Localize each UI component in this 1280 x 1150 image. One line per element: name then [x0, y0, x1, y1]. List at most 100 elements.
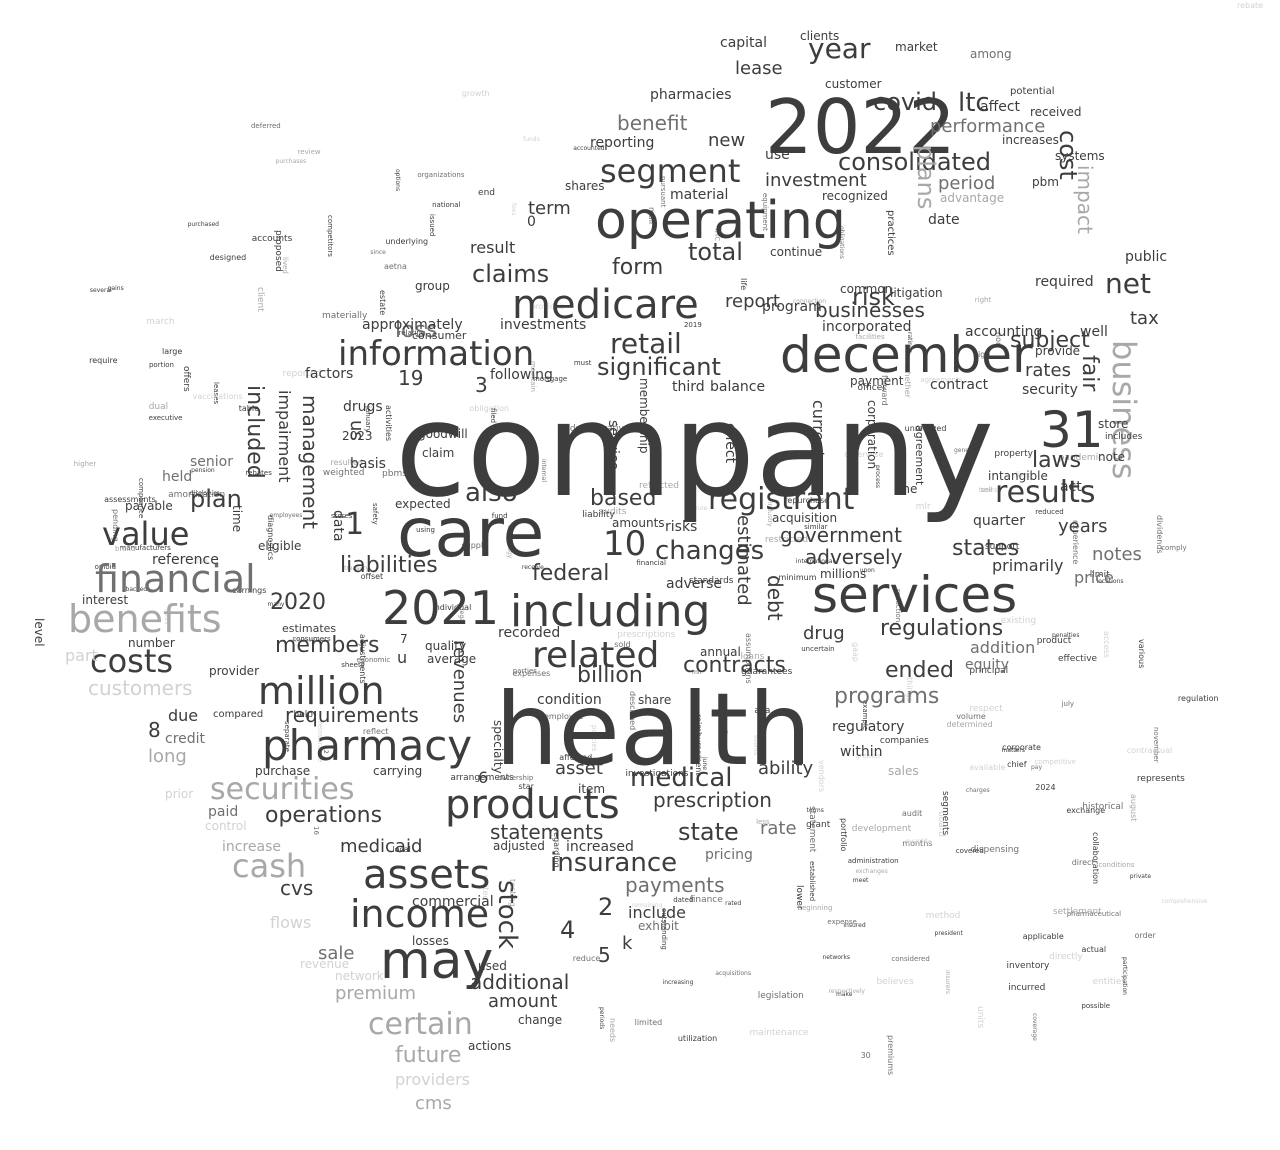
- word: acquisition: [772, 511, 838, 525]
- small-word: deferred: [250, 121, 281, 130]
- word: affect: [980, 99, 1021, 115]
- small-word: life: [738, 278, 748, 291]
- small-word: rule: [695, 504, 708, 512]
- word: actions: [468, 1039, 512, 1053]
- word: among: [970, 47, 1012, 61]
- word: due: [168, 706, 199, 725]
- word: practices: [885, 210, 896, 256]
- word: laws: [1032, 448, 1082, 473]
- small-word: consumers: [292, 635, 331, 644]
- word: goodwill: [418, 427, 468, 441]
- small-word: various: [1136, 639, 1146, 669]
- small-word: coverage: [1030, 1013, 1038, 1042]
- small-word: many: [267, 600, 285, 608]
- word: u: [397, 648, 408, 667]
- word: note: [1098, 450, 1126, 464]
- word: included: [242, 385, 267, 479]
- word: data: [330, 510, 346, 542]
- small-word: 2019: [683, 321, 702, 330]
- small-word: unrealized: [904, 424, 947, 434]
- small-word: respect: [969, 703, 1003, 714]
- small-word: manufacturers: [119, 543, 171, 552]
- small-word: expense: [827, 917, 857, 926]
- word: use: [765, 147, 790, 163]
- small-word: offers: [180, 366, 191, 392]
- word: membership: [637, 378, 651, 454]
- word: pricing: [705, 847, 753, 863]
- word: held: [162, 469, 193, 485]
- small-word: require: [89, 355, 118, 365]
- small-word: connection: [792, 298, 827, 306]
- word: expected: [395, 497, 451, 511]
- small-word: accounts: [251, 234, 293, 245]
- small-word: possible: [1081, 1001, 1111, 1010]
- word: primarily: [992, 556, 1064, 575]
- word: customer: [825, 77, 882, 91]
- small-word: loans: [740, 651, 765, 662]
- small-word: accounted: [573, 145, 605, 153]
- word: requirements: [285, 703, 419, 727]
- word: share: [638, 693, 672, 707]
- small-word: regulation: [1177, 694, 1219, 704]
- small-word: parties: [512, 666, 537, 675]
- small-word: taxes: [978, 486, 998, 495]
- word: adjusted: [493, 839, 545, 853]
- word: network: [335, 969, 384, 983]
- small-word: opioid: [94, 562, 117, 571]
- small-word: less: [756, 817, 770, 826]
- word: 31: [1040, 401, 1104, 459]
- word: service: [605, 420, 621, 471]
- word: including: [510, 586, 711, 637]
- word: results: [995, 475, 1096, 510]
- small-word: insured: [843, 922, 866, 930]
- word: carrying: [373, 764, 423, 778]
- small-word: utilization: [677, 1033, 718, 1043]
- word: shares: [565, 179, 605, 193]
- word: number: [128, 636, 175, 650]
- word: debt: [763, 575, 787, 621]
- small-word: reduced: [1035, 507, 1064, 516]
- small-word: applicable: [1022, 932, 1064, 942]
- word: advantage: [940, 191, 1005, 205]
- small-word: administration: [847, 856, 899, 865]
- small-word: employees: [269, 512, 303, 520]
- word: assets: [363, 852, 491, 898]
- word: premium: [335, 983, 416, 1004]
- small-word: executive: [148, 414, 183, 423]
- word: form: [612, 255, 664, 280]
- small-word: estate: [377, 289, 387, 316]
- word: income: [350, 892, 490, 936]
- word: costs: [90, 642, 174, 680]
- small-word: guarantees: [741, 666, 793, 677]
- word: commercial: [412, 894, 494, 910]
- small-word: provides: [529, 302, 565, 312]
- small-word: reflected: [638, 481, 679, 492]
- small-word: end: [478, 188, 495, 199]
- small-word: networks: [822, 953, 850, 961]
- word: current: [809, 400, 828, 458]
- small-word: purchases: [275, 158, 307, 166]
- small-word: individual: [432, 602, 472, 612]
- word: medicare: [512, 282, 699, 328]
- small-word: existing: [1000, 615, 1037, 626]
- small-word: economic: [356, 656, 391, 665]
- small-word: uncertain: [801, 645, 835, 654]
- word: care: [397, 494, 545, 573]
- word: performance: [930, 116, 1046, 137]
- small-word: fixed: [1015, 471, 1033, 480]
- word: approximately: [362, 317, 463, 333]
- word: group: [415, 279, 450, 293]
- word: contracts: [683, 653, 786, 678]
- small-word: mlr: [692, 668, 703, 676]
- word: result: [470, 238, 516, 257]
- small-word: property: [994, 448, 1033, 459]
- small-word: 2024: [1035, 782, 1056, 792]
- small-word: terms: [806, 806, 824, 814]
- small-word: july: [1061, 699, 1075, 708]
- word: store: [1098, 417, 1129, 431]
- word: government: [780, 523, 902, 547]
- small-word: weighted: [322, 468, 365, 479]
- word: intangible: [988, 469, 1048, 483]
- word: programs: [834, 684, 940, 709]
- small-word: client: [254, 287, 265, 312]
